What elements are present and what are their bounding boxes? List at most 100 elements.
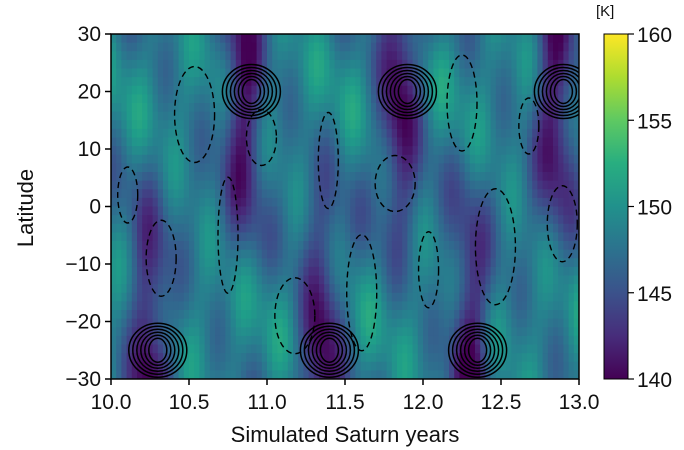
contour-dashed xyxy=(317,111,339,210)
heatmap-cell xyxy=(412,249,419,259)
heatmap-cell xyxy=(173,85,180,95)
heatmap-cell xyxy=(324,111,330,121)
heatmap-cell xyxy=(173,34,180,44)
heatmap-cell xyxy=(178,232,185,242)
heatmap-cell xyxy=(111,77,117,87)
contour-solid xyxy=(311,331,348,369)
heatmap-cell xyxy=(511,34,518,44)
heatmap-cell xyxy=(521,137,528,147)
heatmap-cell xyxy=(365,68,372,78)
heatmap-cell xyxy=(308,241,315,251)
heatmap-cell xyxy=(506,318,512,328)
heatmap-cell xyxy=(111,223,117,233)
heatmap-cell xyxy=(449,180,455,190)
heatmap-cell xyxy=(433,111,440,121)
heatmap-cell xyxy=(339,275,346,285)
heatmap-cell xyxy=(209,154,216,164)
heatmap-cell xyxy=(464,361,471,371)
heatmap-cell xyxy=(532,163,538,173)
heatmap-cell xyxy=(433,197,440,208)
heatmap-cell xyxy=(381,327,388,337)
heatmap-cell xyxy=(209,94,216,104)
heatmap-cell xyxy=(324,266,330,277)
heatmap-cell xyxy=(189,42,195,52)
heatmap-cell xyxy=(454,249,460,259)
heatmap-cell xyxy=(568,215,575,225)
x-tick-label: 10.0 xyxy=(91,391,132,414)
heatmap-cell xyxy=(371,249,377,259)
heatmap-cell xyxy=(449,215,455,225)
heatmap-cell xyxy=(537,154,544,164)
heatmap-cell xyxy=(360,344,367,354)
heatmap-cell xyxy=(168,232,174,242)
heatmap-cell xyxy=(261,59,268,70)
heatmap-cell xyxy=(293,284,299,294)
heatmap-cell xyxy=(454,59,460,70)
heatmap-cell xyxy=(412,206,419,216)
heatmap-cell xyxy=(397,163,403,173)
heatmap-cell xyxy=(443,310,450,320)
heatmap-cell xyxy=(173,42,180,52)
heatmap-cell xyxy=(360,249,367,259)
heatmap-cell xyxy=(475,77,481,87)
heatmap-cell xyxy=(371,241,377,251)
heatmap-cell xyxy=(350,327,356,337)
heatmap-cell xyxy=(464,223,471,233)
heatmap-cell xyxy=(215,180,221,190)
heatmap-cell xyxy=(490,137,497,147)
heatmap-cell xyxy=(547,180,554,190)
heatmap-cell xyxy=(365,232,372,242)
heatmap-cell xyxy=(454,128,460,139)
heatmap-cell xyxy=(220,163,226,173)
heatmap-cell xyxy=(111,344,117,354)
heatmap-cell xyxy=(573,189,579,199)
heatmap-cell xyxy=(329,137,336,147)
heatmap-cell xyxy=(360,215,367,225)
heatmap-cell xyxy=(329,335,336,346)
heatmap-cell xyxy=(251,370,258,379)
heatmap-cell xyxy=(220,292,226,302)
heatmap-cell xyxy=(168,327,174,337)
heatmap-cell xyxy=(438,85,445,95)
heatmap-cell xyxy=(433,120,440,130)
heatmap-cell xyxy=(116,128,122,139)
heatmap-cell xyxy=(194,120,200,130)
heatmap-cell xyxy=(459,335,466,346)
heatmap-cell xyxy=(397,172,403,182)
heatmap-cell xyxy=(334,344,341,354)
heatmap-cell xyxy=(495,241,502,251)
heatmap-cell xyxy=(386,370,393,379)
heatmap-cell xyxy=(147,327,154,337)
heatmap-cell xyxy=(298,163,304,173)
heatmap-cell xyxy=(568,258,575,268)
heatmap-cell xyxy=(256,223,263,233)
heatmap-cell xyxy=(189,215,195,225)
heatmap-cell xyxy=(423,94,429,104)
heatmap-cell xyxy=(235,344,242,354)
heatmap-cell xyxy=(308,292,315,302)
heatmap-cell xyxy=(215,344,221,354)
heatmap-cell xyxy=(433,266,440,277)
heatmap-cell xyxy=(168,42,174,52)
heatmap-cell xyxy=(563,223,570,233)
heatmap-cell xyxy=(168,206,174,216)
heatmap-cell xyxy=(126,215,133,225)
heatmap-cell xyxy=(537,85,544,95)
heatmap-cell xyxy=(407,137,414,147)
heatmap-cell xyxy=(282,275,289,285)
heatmap-cell xyxy=(277,59,284,70)
heatmap-cell xyxy=(261,128,268,139)
heatmap-cell xyxy=(215,189,221,199)
heatmap-cell xyxy=(563,275,570,285)
contour-solid xyxy=(241,78,262,105)
heatmap-cell xyxy=(267,318,273,328)
heatmap-cell xyxy=(506,335,512,346)
heatmap-cell xyxy=(532,77,538,87)
heatmap-cell xyxy=(558,327,564,337)
heatmap-cell xyxy=(553,172,559,182)
heatmap-cell xyxy=(475,335,481,346)
heatmap-cell xyxy=(163,206,169,216)
heatmap-cell xyxy=(293,206,299,216)
heatmap-cell xyxy=(485,154,492,164)
heatmap-cell xyxy=(209,137,216,147)
